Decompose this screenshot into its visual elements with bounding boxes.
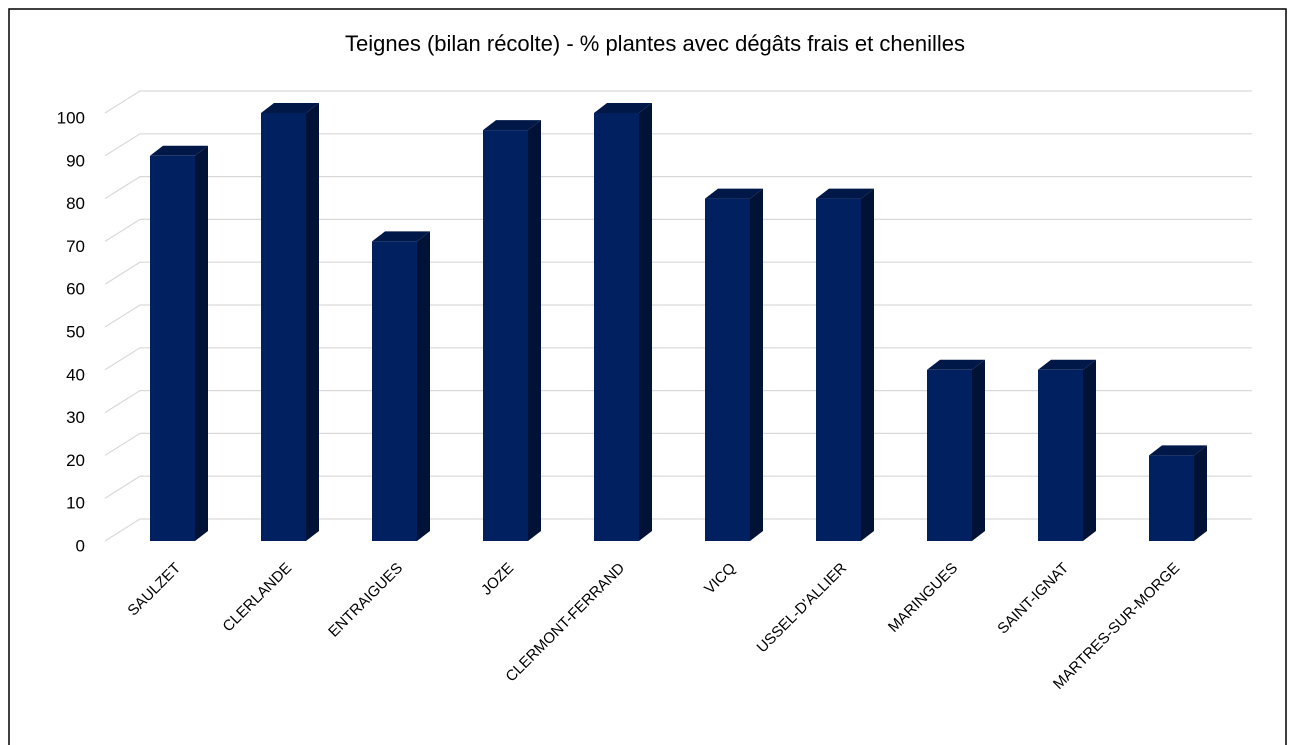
bar-side bbox=[861, 188, 874, 541]
grid-line bbox=[104, 261, 1252, 285]
y-tick-label: 0 bbox=[76, 536, 85, 555]
grid-line bbox=[104, 176, 1252, 200]
bar bbox=[594, 113, 639, 541]
y-tick-label: 90 bbox=[66, 151, 85, 170]
bar-side bbox=[972, 359, 985, 541]
grid-line bbox=[104, 432, 1252, 456]
bar-side bbox=[306, 103, 319, 541]
grid-line bbox=[104, 133, 1252, 157]
bar-top bbox=[927, 359, 985, 370]
grid-line bbox=[104, 218, 1252, 242]
bar-top bbox=[150, 145, 208, 156]
grid-line bbox=[104, 90, 1252, 114]
bar-side bbox=[750, 188, 763, 541]
grid-line bbox=[104, 304, 1252, 328]
bar-side bbox=[1194, 445, 1207, 541]
bar-side bbox=[417, 231, 430, 541]
bar-top bbox=[372, 231, 430, 242]
bar bbox=[483, 130, 528, 541]
bar bbox=[816, 198, 861, 541]
bar-top bbox=[816, 188, 874, 199]
grid-line bbox=[104, 475, 1252, 499]
bar bbox=[1149, 455, 1194, 541]
chart-title: Teignes (bilan récolte) - % plantes avec… bbox=[345, 31, 965, 56]
bar bbox=[150, 155, 195, 542]
y-tick-label: 20 bbox=[66, 451, 85, 470]
bar bbox=[1038, 369, 1083, 541]
y-tick-label: 10 bbox=[66, 494, 85, 513]
bar bbox=[261, 113, 306, 541]
y-tick-label: 80 bbox=[66, 194, 85, 213]
y-tick-label: 70 bbox=[66, 237, 85, 256]
bar bbox=[372, 241, 417, 541]
grid-line bbox=[104, 518, 1252, 542]
bar-side bbox=[528, 120, 541, 542]
bar-side bbox=[639, 103, 652, 541]
y-tick-label: 40 bbox=[66, 365, 85, 384]
bar-top bbox=[594, 103, 652, 113]
bar bbox=[705, 198, 750, 541]
bar-top bbox=[705, 188, 763, 199]
y-tick-label: 100 bbox=[57, 108, 85, 127]
bar-top bbox=[483, 120, 541, 131]
y-tick-label: 60 bbox=[66, 280, 85, 299]
y-tick-label: 50 bbox=[66, 322, 85, 341]
bar-top bbox=[261, 103, 319, 113]
bar-top bbox=[1149, 445, 1207, 456]
grid-line bbox=[104, 390, 1252, 414]
grid-line bbox=[104, 347, 1252, 371]
bar-side bbox=[1083, 359, 1096, 541]
bar-top bbox=[1038, 359, 1096, 370]
bar bbox=[927, 369, 972, 541]
y-tick-label: 30 bbox=[66, 408, 85, 427]
bar-side bbox=[195, 145, 208, 542]
